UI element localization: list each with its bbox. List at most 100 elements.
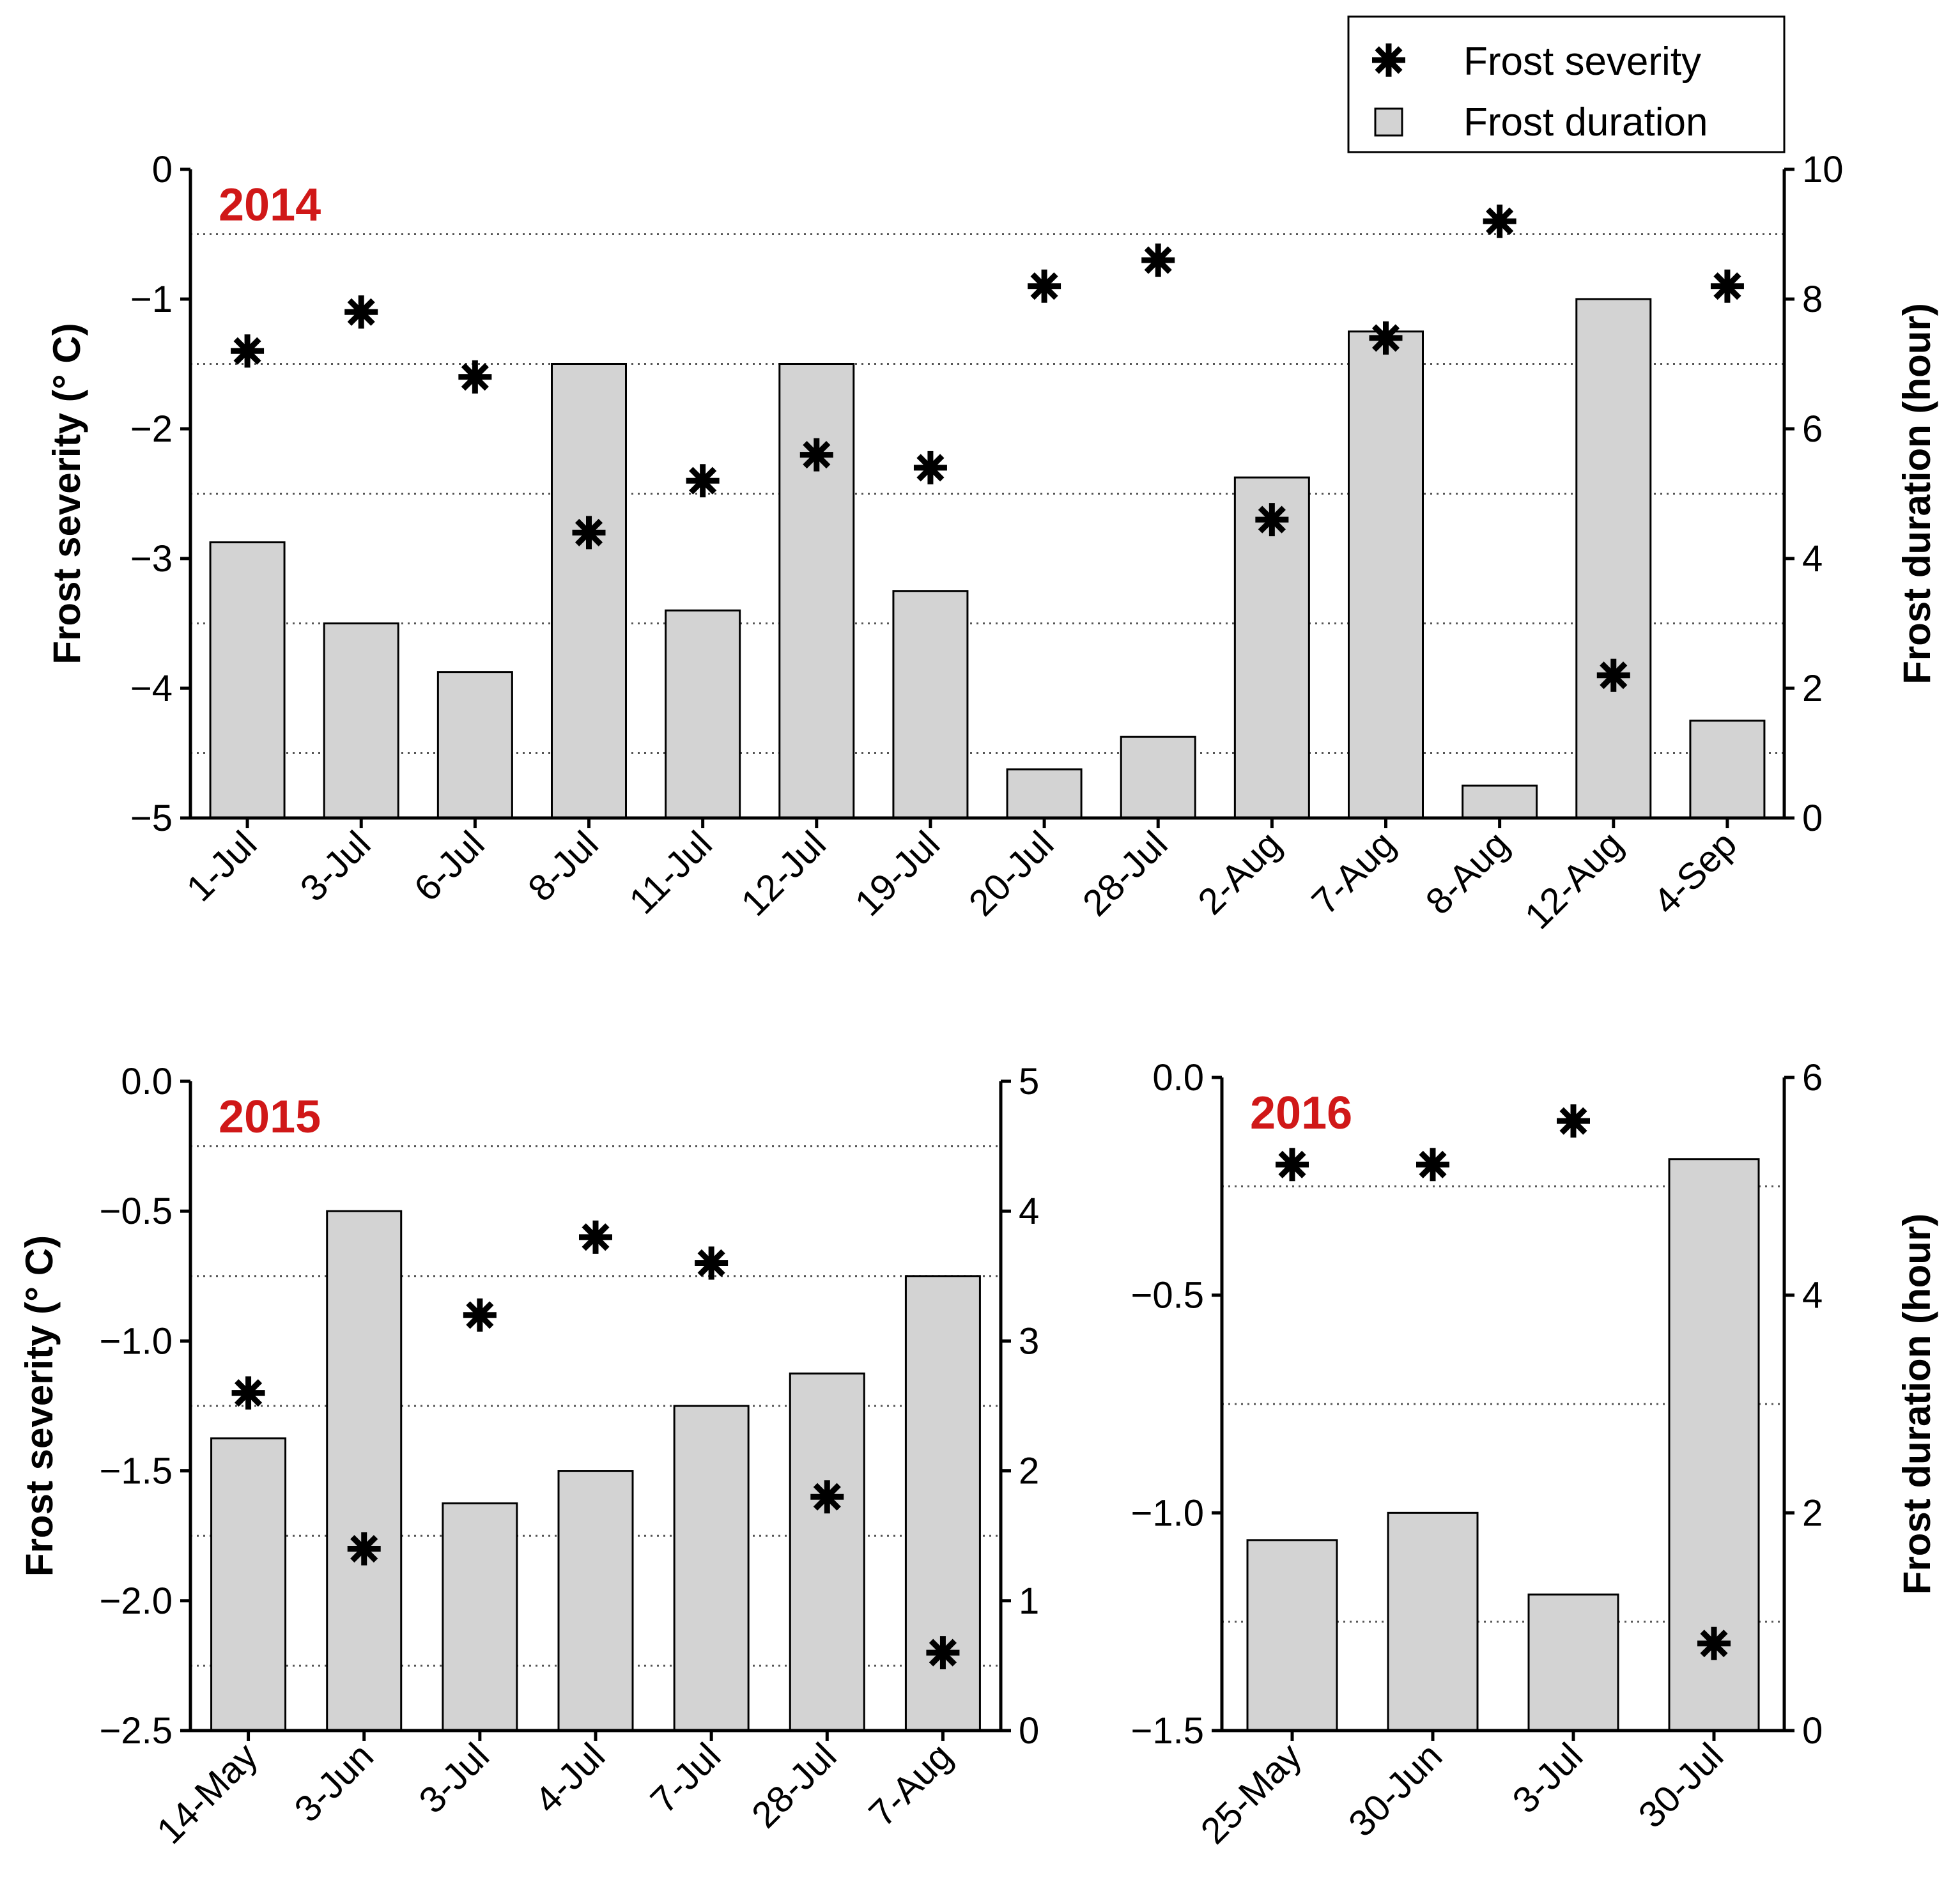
duration-bar-28-Jul [1120, 736, 1196, 819]
right-tick-label: 6 [1802, 1057, 1823, 1099]
duration-bar-25-May [1246, 1539, 1338, 1732]
severity-marker-3-Jun-stroke [350, 1534, 378, 1563]
category-label: 8-Jul [520, 823, 606, 909]
severity-marker-28-Jul-stroke [1144, 246, 1172, 274]
chart-panel-2016: 0.0 −0.5 −1.0 −1.5 0 2 4 6 25-May 30-Jun 3-Jul 30-J… [1131, 1057, 1939, 1852]
severity-marker-3-Jul-stroke [1559, 1107, 1587, 1135]
duration-bar-6-Jul [436, 671, 513, 819]
severity-marker-3-Jul-stroke [347, 298, 375, 326]
severity-marker-6-Jul-stroke [461, 363, 489, 391]
legend-asterisk-mark-stroke [1375, 46, 1403, 74]
duration-bar-4-Jul [557, 1470, 634, 1732]
right-tick-label: 8 [1802, 279, 1823, 320]
left-tick-label: −1.5 [100, 1451, 173, 1492]
legend-box [1347, 15, 1786, 153]
severity-marker-12-Aug [1596, 658, 1630, 692]
legend: Frost severity Frost duration [1347, 15, 1786, 153]
category-label: 28-Jul [744, 1735, 845, 1836]
left-tick-label: −1.5 [1131, 1710, 1205, 1752]
duration-bar-3-Jun [326, 1210, 403, 1732]
severity-marker-7-Jul-stroke [697, 1249, 725, 1277]
severity-marker-8-Aug-stroke [1486, 207, 1514, 235]
duration-bar-30-Jun [1387, 1511, 1479, 1732]
left-tick-label: −4 [130, 668, 173, 709]
right-axis-title: Frost duration (hour) [1895, 1214, 1938, 1595]
category-label: 3-Jul [1504, 1735, 1591, 1821]
severity-marker-19-Jul [913, 451, 947, 484]
duration-bar-8-Jul [551, 363, 627, 819]
year-label: 2014 [219, 180, 321, 231]
severity-marker-7-Aug-stroke [929, 1639, 957, 1667]
year-label: 2015 [219, 1092, 321, 1143]
duration-bar-12-Aug [1575, 298, 1652, 819]
left-axis-title: Frost severity (° C) [45, 323, 88, 664]
asterisk-icon [1372, 43, 1405, 77]
duration-bar-8-Aug [1462, 784, 1538, 819]
category-label: 8-Aug [1417, 823, 1516, 922]
severity-marker-3-Jul [1557, 1104, 1590, 1138]
severity-marker-7-Aug [1369, 321, 1403, 355]
severity-marker-8-Aug [1483, 204, 1516, 238]
severity-marker-2-Aug [1255, 503, 1289, 537]
left-tick-label: −2.0 [100, 1580, 173, 1622]
right-tick-label: 6 [1802, 408, 1823, 450]
severity-marker-25-May [1276, 1148, 1309, 1182]
category-label: 12-Jul [733, 823, 834, 924]
left-tick-label: 0 [152, 149, 173, 190]
left-tick-label: 0.0 [1152, 1057, 1204, 1099]
category-label: 7-Aug [1304, 823, 1403, 922]
left-axis-title: Frost severity (° C) [18, 1235, 61, 1577]
category-label: 12-Aug [1517, 823, 1631, 937]
severity-marker-30-Jul [1697, 1626, 1731, 1660]
duration-bar-3-Jul [1527, 1593, 1619, 1732]
duration-bar-28-Jul [789, 1372, 865, 1732]
category-label: 2-Aug [1190, 823, 1289, 922]
severity-marker-28-Jul-stroke [813, 1483, 841, 1511]
severity-marker-14-May-stroke [235, 1379, 263, 1407]
duration-bar-3-Jul [442, 1502, 518, 1732]
severity-marker-28-Jul [1141, 243, 1175, 277]
severity-marker-28-Jul [810, 1480, 844, 1514]
duration-bar-7-Aug [1348, 330, 1424, 819]
right-tick-label: 0 [1802, 1710, 1823, 1752]
category-label: 4-Sep [1646, 823, 1745, 922]
left-tick-label: −2.5 [100, 1710, 173, 1752]
category-label: 11-Jul [621, 823, 720, 922]
duration-bar-14-May [210, 1437, 287, 1732]
right-tick-label: 10 [1802, 149, 1844, 190]
category-label: 3-Jul [411, 1735, 497, 1821]
severity-marker-7-Jul [695, 1246, 729, 1280]
category-label: 14-May [149, 1735, 266, 1852]
left-tick-label: −1.0 [100, 1320, 173, 1362]
right-tick-label: 3 [1019, 1320, 1039, 1362]
right-tick-label: 4 [1802, 1275, 1823, 1316]
severity-marker-4-Jul-stroke [582, 1223, 610, 1251]
category-label: 19-Jul [847, 823, 948, 924]
severity-marker-12-Jul [799, 438, 833, 472]
right-tick-label: 1 [1019, 1580, 1039, 1622]
duration-bar-4-Sep [1689, 720, 1766, 819]
severity-marker-3-Jul [463, 1298, 497, 1332]
right-tick-label: 4 [1802, 538, 1823, 580]
severity-marker-20-Jul [1028, 269, 1061, 303]
severity-marker-7-Aug [926, 1636, 960, 1670]
category-label: 30-Jul [1631, 1735, 1732, 1836]
severity-marker-11-Jul-stroke [689, 467, 717, 495]
left-tick-label: −1.0 [1131, 1492, 1205, 1534]
severity-marker-3-Jul-stroke [466, 1301, 494, 1329]
right-axis-title: Frost duration (hour) [1895, 303, 1938, 684]
severity-marker-4-Sep-stroke [1713, 272, 1741, 300]
severity-marker-14-May [231, 1376, 265, 1410]
left-tick-label: −5 [130, 798, 173, 839]
category-label: 7-Jul [642, 1735, 729, 1821]
year-label: 2016 [1250, 1088, 1352, 1139]
severity-marker-30-Jun-stroke [1419, 1150, 1447, 1178]
right-tick-label: 5 [1019, 1061, 1039, 1102]
category-label: 6-Jul [406, 823, 493, 909]
category-label: 20-Jul [961, 823, 1062, 924]
left-tick-label: −1 [130, 279, 173, 320]
duration-bar-11-Jul [665, 609, 741, 819]
severity-marker-11-Jul [686, 464, 720, 498]
category-label: 3-Jul [293, 823, 379, 909]
right-tick-label: 4 [1019, 1191, 1039, 1232]
